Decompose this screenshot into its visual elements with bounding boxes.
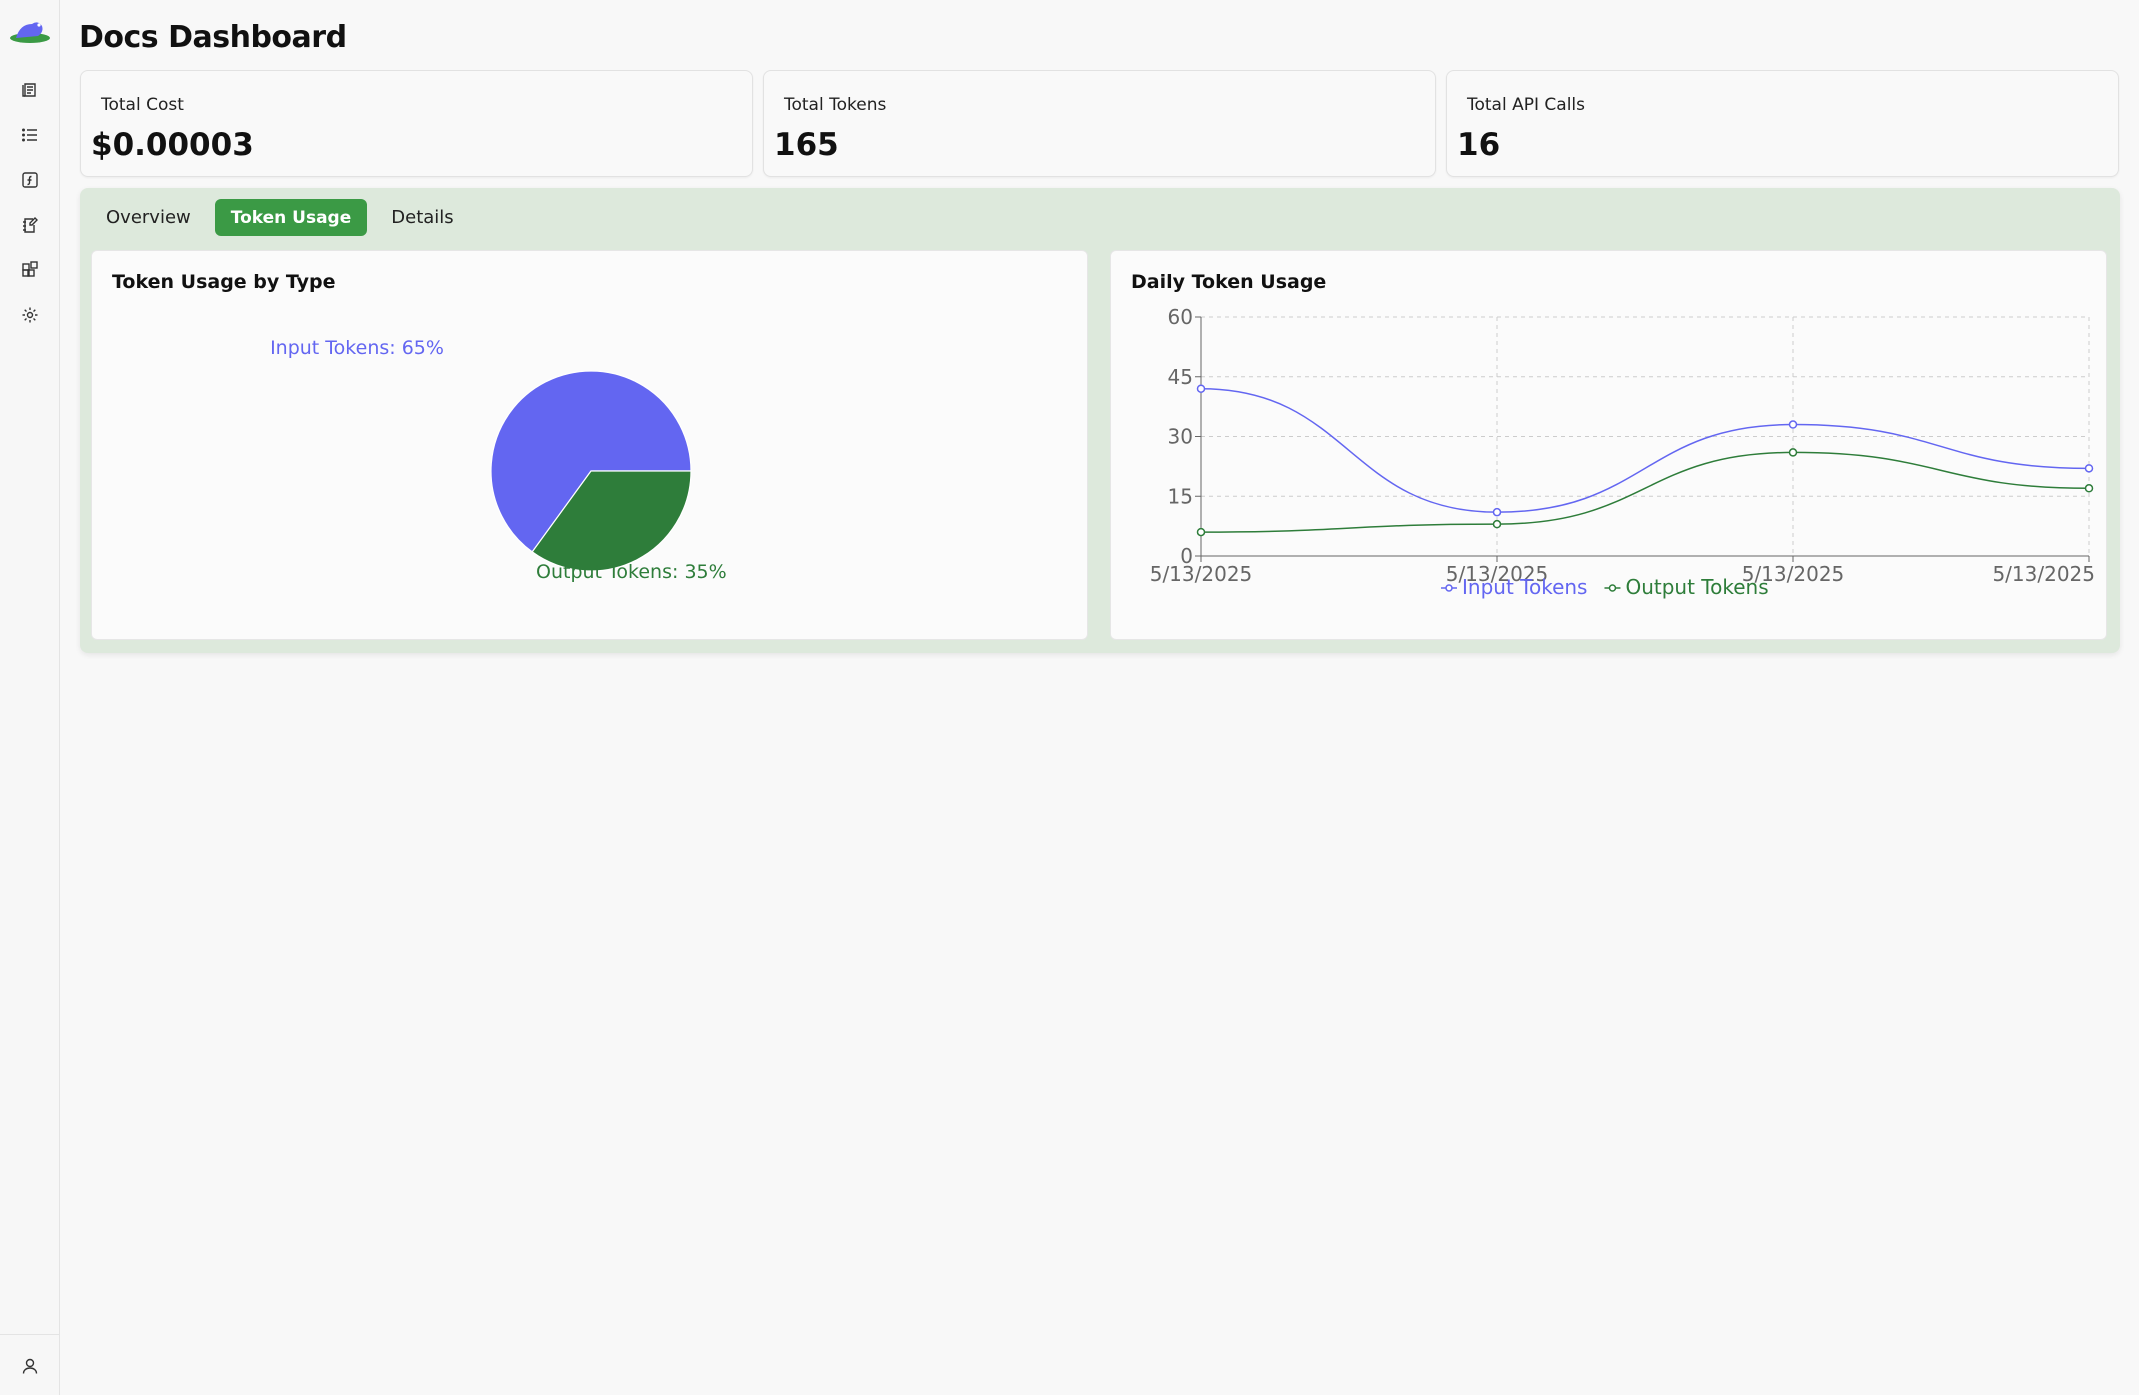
user-icon[interactable]	[17, 1353, 43, 1379]
list-icon[interactable]	[17, 122, 43, 148]
page-title: Docs Dashboard	[79, 20, 347, 55]
function-icon[interactable]	[17, 167, 43, 193]
stat-card-total-tokens: Total Tokens 165	[763, 70, 1436, 177]
notebook-edit-icon[interactable]	[17, 212, 43, 238]
stat-label: Total Cost	[101, 95, 184, 115]
sidebar-divider	[0, 1334, 59, 1335]
legend-marker	[1608, 584, 1617, 592]
x-tick-label: 5/13/2025	[1742, 562, 1845, 586]
chart-title: Token Usage by Type	[112, 271, 336, 293]
data-point[interactable]	[1788, 448, 1798, 457]
y-tick-label: 0	[1180, 544, 1193, 568]
legend-label: Output Tokens	[1625, 575, 1768, 599]
y-tick-label: 45	[1168, 365, 1193, 389]
pie-slice-label: Output Tokens: 35%	[536, 561, 727, 583]
legend-item[interactable]: Input Tokens	[1441, 575, 1587, 599]
pie-chart: Input Tokens: 65% Output Tokens: 35%	[270, 337, 727, 583]
series-line-output-tokens	[1200, 451, 2090, 533]
gear-icon[interactable]	[17, 302, 43, 328]
pie-slice-label: Input Tokens: 65%	[270, 337, 444, 359]
legend-label: Input Tokens	[1462, 575, 1587, 599]
y-tick-label: 30	[1168, 425, 1193, 449]
legend-marker	[1445, 584, 1453, 592]
data-point[interactable]	[2084, 484, 2094, 493]
tabs-panel: Overview Token Usage Details Token Usage…	[80, 188, 2120, 653]
logo-icon[interactable]	[8, 14, 52, 46]
series-line-input-tokens	[1200, 387, 2090, 513]
data-point[interactable]	[1492, 507, 1502, 517]
tab-token-usage[interactable]: Token Usage	[214, 199, 368, 236]
blocks-icon[interactable]	[17, 257, 43, 283]
tab-details[interactable]: Details	[375, 199, 469, 236]
line-chart: 0 15 30 45 60 5/13/2025 5/13/2025 5/13/2025 5/13…	[1150, 305, 2095, 599]
chart-title: Daily Token Usage	[1131, 271, 1327, 293]
x-tick-label: 5/13/2025	[1150, 562, 1253, 586]
y-tick-label: 15	[1168, 484, 1193, 508]
y-tick-label: 60	[1168, 305, 1193, 329]
pie-slice-output-tokens[interactable]	[531, 470, 692, 572]
stat-card-total-cost: Total Cost $0.00003	[80, 70, 753, 177]
pie-slice-input-tokens[interactable]	[490, 370, 692, 553]
data-point[interactable]	[1788, 420, 1798, 429]
x-tick-label: 5/13/2025	[1992, 562, 2095, 586]
data-point[interactable]	[2084, 464, 2094, 473]
tab-overview[interactable]: Overview	[90, 199, 207, 236]
scroll-icon[interactable]	[17, 77, 43, 103]
stat-label: Total Tokens	[784, 95, 887, 115]
data-point[interactable]	[1196, 527, 1206, 537]
stat-value: 16	[1457, 127, 1501, 163]
data-point[interactable]	[1492, 519, 1502, 529]
stat-value: $0.00003	[91, 127, 254, 163]
stat-value: 165	[774, 127, 839, 163]
pie-chart-card: Token Usage by Type Input Tokens: 65% Out…	[91, 250, 1088, 640]
data-point[interactable]	[1196, 384, 1206, 393]
legend-item[interactable]: Output Tokens	[1604, 575, 1769, 599]
line-chart-card: Daily Token Usage 0 15 30 45 60 5/13/2025 5/13…	[1110, 250, 2107, 640]
tab-bar: Overview Token Usage Details	[90, 199, 470, 236]
sidebar	[0, 0, 60, 1395]
stat-label: Total API Calls	[1467, 95, 1585, 115]
stat-card-total-api-calls: Total API Calls 16	[1446, 70, 2119, 177]
x-tick-label: 5/13/2025	[1446, 562, 1549, 586]
